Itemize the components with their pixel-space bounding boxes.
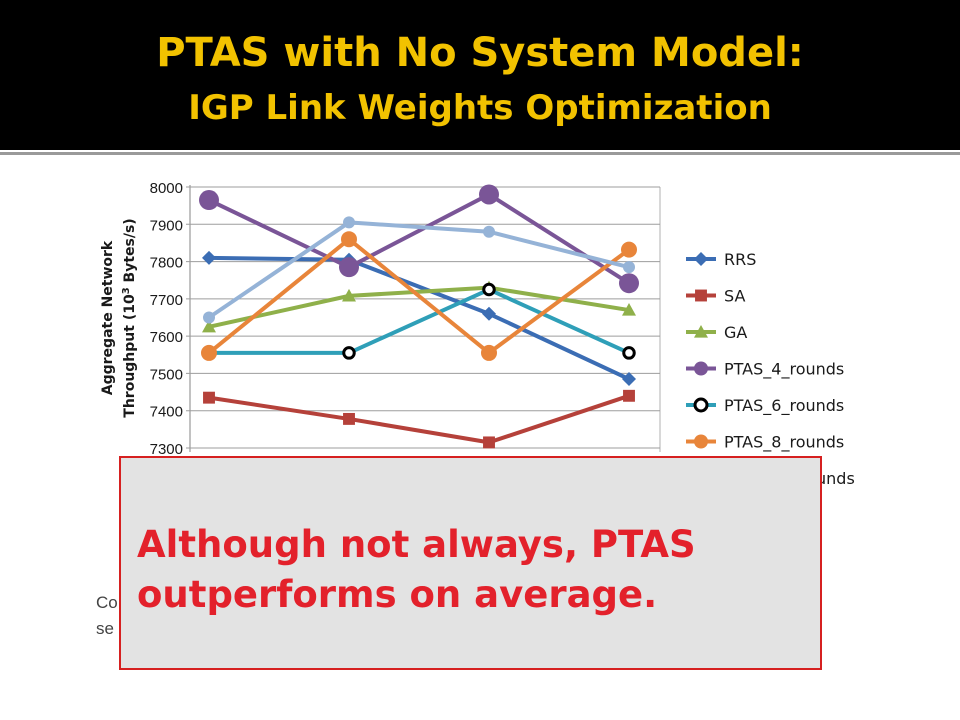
series-unnamed-6-line bbox=[207, 220, 630, 320]
series-unnamed-6-marker bbox=[623, 261, 635, 274]
y-tick-label: 7600 bbox=[150, 329, 183, 346]
legend-sa-label: SA bbox=[724, 287, 745, 306]
legend-sa-marker bbox=[695, 289, 707, 302]
series-sa-marker bbox=[203, 391, 215, 404]
y-axis-label-line-2: Throughput (103 Bytes/s) bbox=[121, 218, 139, 417]
series-sa-line bbox=[208, 393, 630, 445]
series-ptas-6-rounds-marker bbox=[482, 282, 496, 297]
series-ga-marker bbox=[202, 319, 216, 333]
series-unnamed-6-marker bbox=[483, 225, 495, 238]
legend-ptas-8-rounds-label: PTAS_8_rounds bbox=[724, 433, 844, 453]
series-unnamed-6-marker bbox=[203, 311, 215, 324]
legend-ptas-6-rounds-label: PTAS_6_rounds bbox=[724, 396, 844, 416]
y-tick-label: 7400 bbox=[150, 404, 183, 421]
series-ptas-8-rounds-line bbox=[207, 237, 631, 355]
legend-rrs-label: RRS bbox=[724, 250, 756, 269]
legend-ga-label: GA bbox=[724, 323, 747, 342]
series-ga-marker bbox=[622, 303, 636, 316]
series-rrs-marker bbox=[622, 372, 636, 387]
series-ga-marker bbox=[342, 288, 356, 302]
series-ptas-8-rounds-marker bbox=[201, 344, 217, 361]
series-ptas-6-rounds-marker bbox=[342, 346, 356, 360]
series-ptas-6-rounds-line bbox=[209, 287, 630, 355]
series-sa-marker bbox=[623, 389, 635, 402]
legend-ptas-8-rounds-marker bbox=[694, 434, 708, 449]
series-sa-marker bbox=[483, 436, 495, 449]
slide-title: PTAS with No System Model: bbox=[156, 30, 804, 76]
series-ptas-4-rounds-marker bbox=[199, 190, 219, 211]
y-tick-label: 7700 bbox=[150, 292, 183, 309]
y-tick-label: 7800 bbox=[150, 255, 183, 272]
series-ptas-4-rounds-marker bbox=[479, 184, 499, 205]
y-tick-label: 7500 bbox=[150, 366, 183, 383]
partial-text-line-1: Co bbox=[96, 593, 118, 612]
slide-subtitle: IGP Link Weights Optimization bbox=[188, 88, 772, 128]
legend-ga-marker bbox=[694, 325, 708, 338]
series-ptas-6-rounds-marker bbox=[622, 346, 636, 360]
series-ptas-8-rounds-marker bbox=[481, 344, 497, 361]
series-ptas-8-rounds-marker bbox=[621, 241, 637, 258]
legend-last-partial-label: unds bbox=[816, 469, 855, 488]
series-rrs-marker bbox=[202, 250, 216, 265]
legend-rrs-marker bbox=[694, 252, 708, 266]
y-tick-label: 8000 bbox=[150, 180, 183, 197]
series-ptas-4-rounds-marker bbox=[339, 257, 359, 278]
series-rrs-marker bbox=[482, 306, 496, 321]
legend-ptas-4-rounds-label: PTAS_4_rounds bbox=[724, 360, 844, 380]
callout-text: Although not always, PTAS outperforms on… bbox=[137, 523, 696, 616]
y-tick-label: 7300 bbox=[150, 441, 183, 458]
series-ptas-8-rounds-marker bbox=[341, 231, 357, 248]
y-axis-label-line-1: Aggregate Network bbox=[100, 240, 116, 395]
y-tick-label: 7900 bbox=[150, 217, 183, 234]
series-rrs-line bbox=[208, 255, 630, 381]
series-ptas-4-rounds-line bbox=[208, 192, 631, 285]
legend-ptas-4-rounds-marker bbox=[694, 361, 708, 376]
title-banner: PTAS with No System Model: IGP Link Weig… bbox=[0, 0, 960, 150]
callout-box: Although not always, PTAS outperforms on… bbox=[119, 456, 822, 670]
legend-ptas-6-rounds-marker bbox=[693, 397, 709, 413]
series-sa-marker bbox=[343, 412, 355, 425]
header-divider bbox=[0, 152, 960, 155]
series-unnamed-6-marker bbox=[343, 216, 355, 229]
series-ptas-4-rounds-marker bbox=[619, 273, 639, 294]
partial-text-line-2: se bbox=[96, 619, 114, 638]
